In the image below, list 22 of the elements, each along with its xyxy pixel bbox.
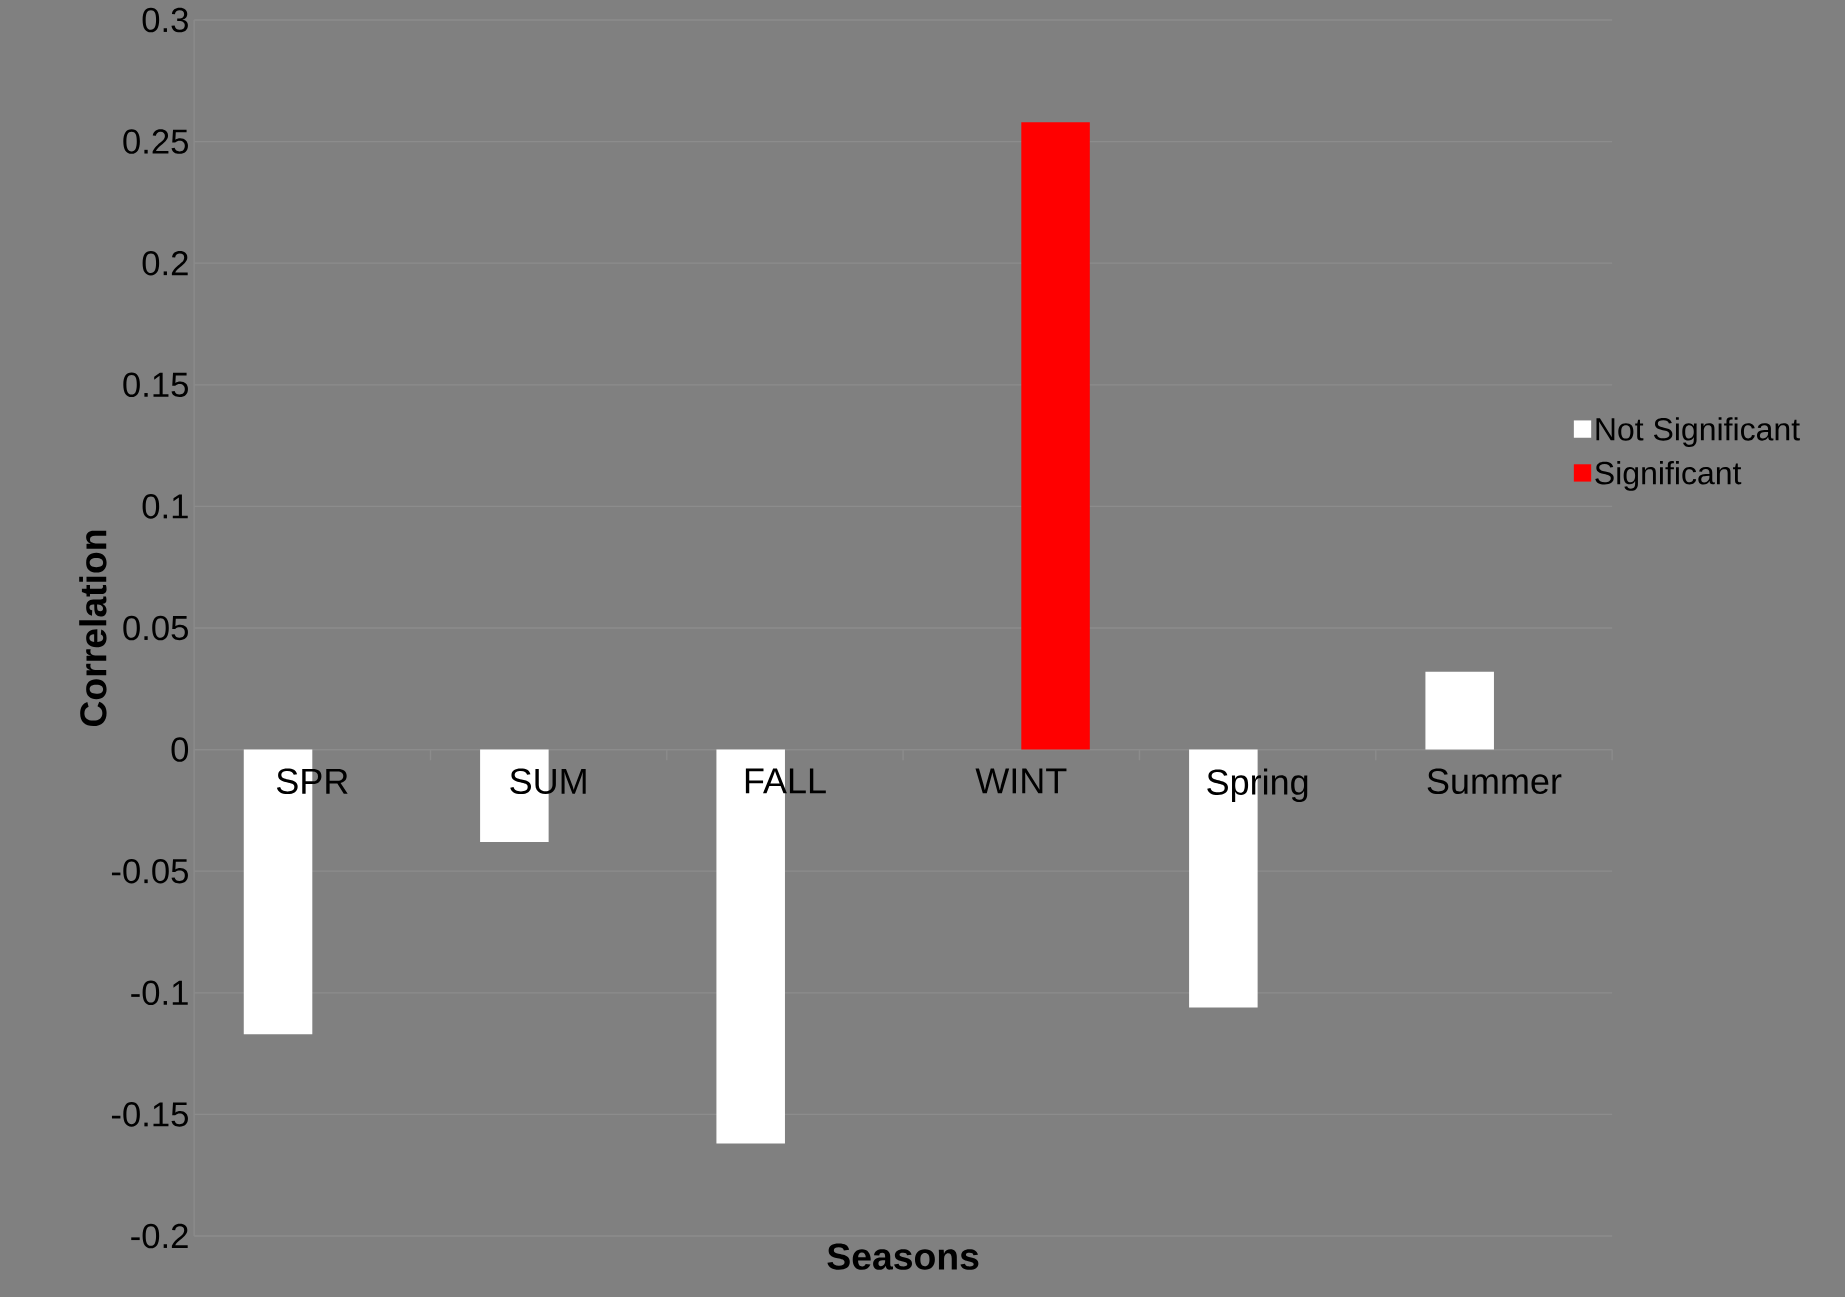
y-tick-label: -0.2 (131, 1223, 188, 1249)
bar (1021, 122, 1090, 750)
y-tick-label: -0.15 (111, 1102, 188, 1127)
x-tick-label: SPR (276, 768, 348, 795)
x-tick-label: Summer (1427, 768, 1562, 795)
bar (1425, 671, 1494, 750)
y-tick-label: -0.05 (111, 858, 188, 884)
y-tick-label: 0.05 (123, 615, 188, 641)
y-axis-title: Correlation (79, 530, 107, 727)
y-tick-label: 0 (171, 737, 189, 762)
legend-label: Not Significant (1596, 417, 1800, 447)
y-tick-label: 0.25 (123, 129, 188, 154)
y-tick-label: -0.1 (131, 980, 188, 1006)
x-axis-title: Seasons (827, 1243, 979, 1270)
y-tick-label: 0.1 (142, 494, 188, 519)
x-tick-label: WINT (975, 768, 1067, 794)
y-tick-label: 0.15 (123, 372, 188, 398)
y-tick-label: 0.2 (142, 250, 188, 276)
x-tick-label: Spring (1207, 768, 1308, 803)
x-tick-label: SUM (510, 768, 586, 795)
y-tick-label: 0.3 (142, 7, 188, 33)
legend-label: Significant (1595, 461, 1742, 491)
